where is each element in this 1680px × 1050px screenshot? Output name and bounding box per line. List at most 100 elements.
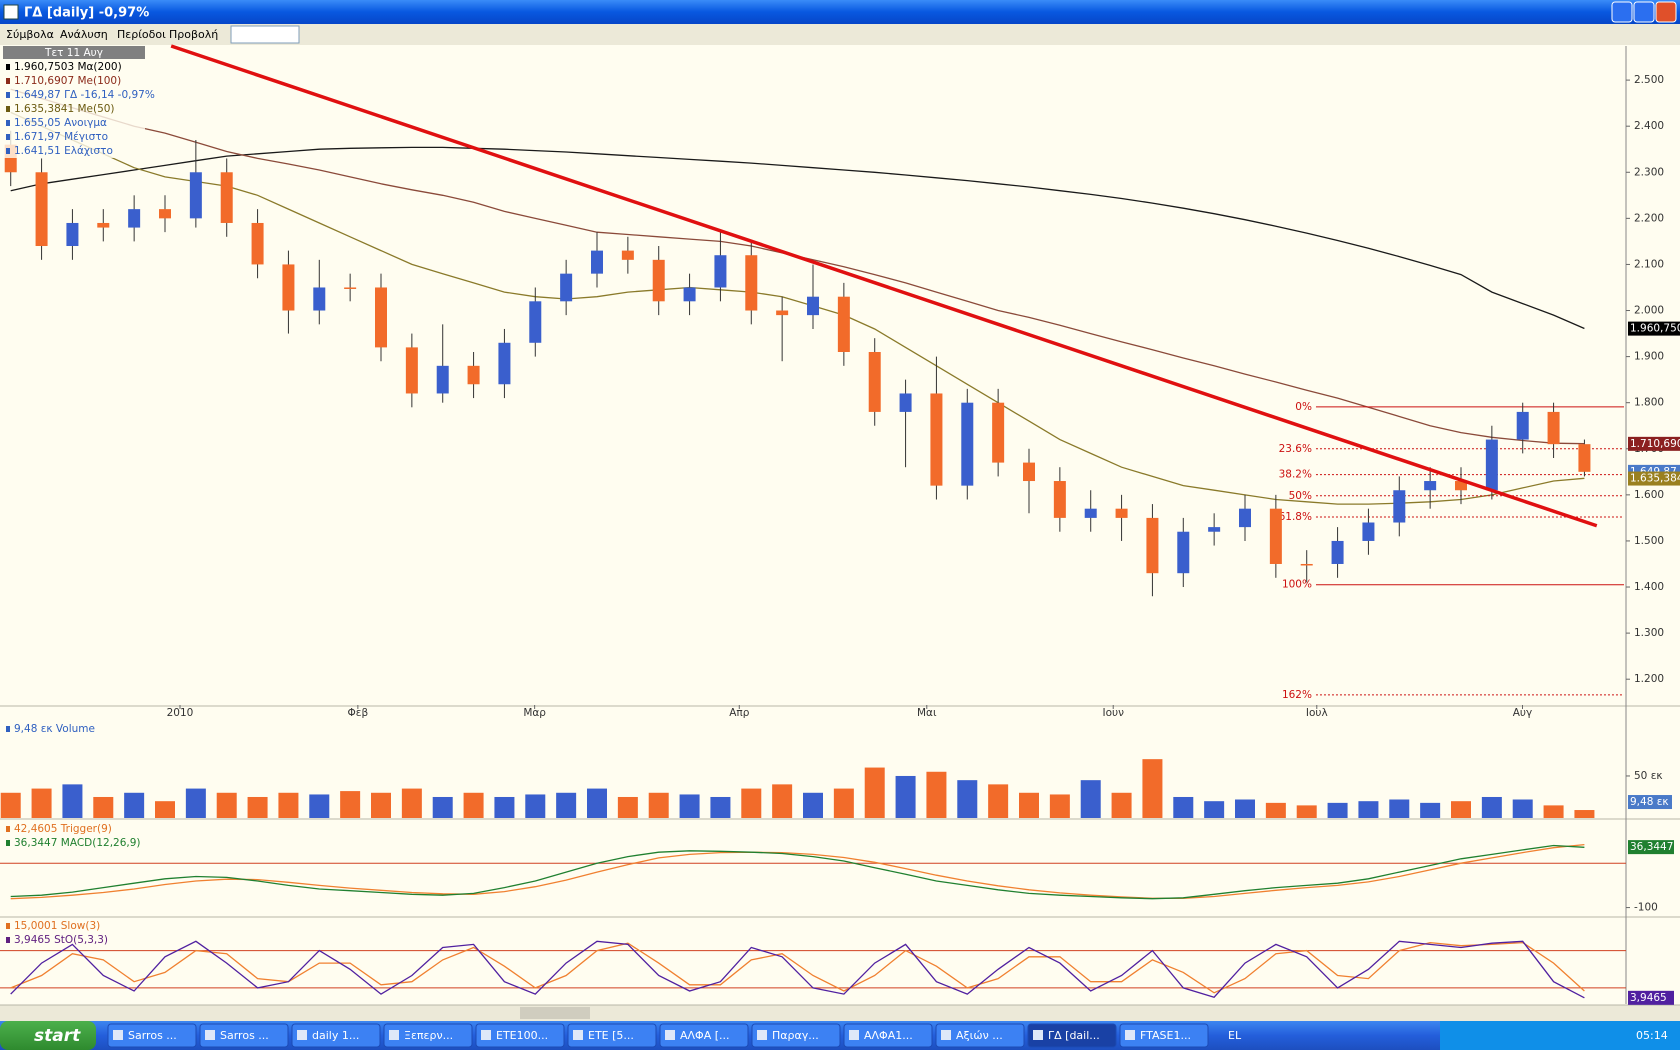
- task-icon[interactable]: [481, 1030, 491, 1040]
- candle-body: [436, 365, 449, 394]
- x-tick-label: Ιουν: [1102, 707, 1124, 719]
- task-button[interactable]: [383, 1023, 473, 1048]
- menu-item[interactable]: Περίοδοι: [117, 28, 166, 41]
- task-label[interactable]: ETE100...: [496, 1029, 548, 1042]
- task-button[interactable]: [291, 1023, 381, 1048]
- legend-swatch: [6, 937, 10, 943]
- task-button[interactable]: [1119, 1023, 1209, 1048]
- y-tick-label: 1.600: [1634, 489, 1664, 501]
- candle-body: [1269, 508, 1282, 564]
- moving-average: [10, 111, 1585, 505]
- scrollbar[interactable]: [0, 1005, 1680, 1021]
- volume-bar: [895, 775, 916, 818]
- task-label[interactable]: Sarros ...: [220, 1029, 269, 1042]
- fib-label: 0%: [1295, 401, 1312, 413]
- volume-bar: [1080, 780, 1101, 818]
- y-tick-label: 50 εκ: [1634, 770, 1663, 782]
- task-label[interactable]: Αξιών ...: [956, 1029, 1003, 1042]
- menu-item[interactable]: Σύμβολα: [6, 28, 54, 41]
- task-icon[interactable]: [205, 1030, 215, 1040]
- y-tick-label: 1.800: [1634, 397, 1664, 409]
- task-icon[interactable]: [849, 1030, 859, 1040]
- candle-body: [961, 402, 974, 486]
- task-button[interactable]: [107, 1023, 197, 1048]
- task-button[interactable]: [659, 1023, 749, 1048]
- task-icon[interactable]: [573, 1030, 583, 1040]
- trendline: [170, 44, 1598, 528]
- candle-body: [776, 310, 789, 316]
- task-label[interactable]: ΓΔ [dail...: [1048, 1029, 1100, 1042]
- fib-label: 100%: [1282, 579, 1312, 591]
- volume-bar: [93, 796, 114, 818]
- x-tick-label: Φεβ: [348, 707, 369, 719]
- minimize-button[interactable]: [1611, 1, 1633, 23]
- y-tick-label: 2.300: [1634, 166, 1664, 178]
- legend-entry: 9,48 εκ Volume: [14, 723, 95, 735]
- candle-body: [560, 273, 573, 302]
- title-bar: [0, 0, 1680, 24]
- start-button[interactable]: [0, 1021, 96, 1050]
- x-tick-label: Ιουλ: [1306, 707, 1328, 719]
- task-label[interactable]: ΑΛΦΑ [...: [680, 1029, 730, 1042]
- value-tag: [1628, 795, 1672, 810]
- candle-body: [498, 342, 511, 385]
- y-tick-label: 1.500: [1634, 535, 1664, 547]
- fib-label: 162%: [1282, 689, 1312, 701]
- task-label[interactable]: ETE [5...: [588, 1029, 634, 1042]
- candle-body: [66, 222, 79, 247]
- fib-label: 23.6%: [1279, 443, 1312, 455]
- volume-bar: [1265, 802, 1286, 818]
- task-label[interactable]: ΑΛΦΑ1...: [864, 1029, 913, 1042]
- task-icon[interactable]: [389, 1030, 399, 1040]
- task-button[interactable]: [475, 1023, 565, 1048]
- candle-body: [1547, 411, 1560, 445]
- legend-entry: 3,9465 StO(5,3,3): [14, 934, 108, 946]
- symbol-input[interactable]: [230, 25, 300, 44]
- task-button[interactable]: [751, 1023, 841, 1048]
- volume-bar: [772, 784, 793, 818]
- task-button[interactable]: [935, 1023, 1025, 1048]
- task-icon[interactable]: [1125, 1030, 1135, 1040]
- volume-bar: [1327, 802, 1348, 818]
- value-tag-label: 3,9465: [1630, 992, 1667, 1004]
- menu-item[interactable]: Προβολή: [169, 28, 218, 41]
- menu-item[interactable]: Ανάλυση: [60, 28, 108, 41]
- task-icon[interactable]: [941, 1030, 951, 1040]
- task-button[interactable]: [199, 1023, 289, 1048]
- task-label[interactable]: daily 1...: [312, 1029, 359, 1042]
- legend-swatch: [6, 726, 10, 732]
- value-tag: [1628, 436, 1680, 451]
- volume-bar: [155, 801, 175, 818]
- volume-bar: [1296, 805, 1317, 818]
- maximize-button[interactable]: [1633, 1, 1655, 23]
- start-label[interactable]: start: [34, 1026, 81, 1046]
- legend-swatch: [6, 923, 10, 929]
- task-button[interactable]: [843, 1023, 933, 1048]
- task-label[interactable]: Ξεπερν...: [404, 1029, 453, 1042]
- candle-body: [591, 250, 603, 274]
- volume-bar: [988, 784, 1009, 818]
- task-icon[interactable]: [297, 1030, 307, 1040]
- task-icon[interactable]: [757, 1030, 767, 1040]
- task-label[interactable]: FTASE1...: [1140, 1029, 1191, 1042]
- task-button[interactable]: [1027, 1023, 1117, 1048]
- language-indicator[interactable]: EL: [1228, 1029, 1242, 1042]
- volume-bar: [1173, 796, 1194, 818]
- value-tag-label: 1.960,750: [1630, 323, 1680, 335]
- task-label[interactable]: Sarros ...: [128, 1029, 177, 1042]
- task-label[interactable]: Παραγ...: [772, 1029, 819, 1042]
- scroll-thumb[interactable]: [520, 1007, 590, 1019]
- legend-entry: 36,3447 MACD(12,26,9): [14, 837, 141, 849]
- candle-body: [930, 393, 943, 486]
- legend-entry: 1.671,97 Μέγιστο: [14, 131, 108, 143]
- app-icon: [3, 4, 19, 20]
- task-icon[interactable]: [113, 1030, 123, 1040]
- legend-entry: 1.635,3841 Me(50): [14, 103, 115, 115]
- close-button[interactable]: [1655, 1, 1677, 23]
- task-icon[interactable]: [665, 1030, 675, 1040]
- y-tick-label: 2.000: [1634, 305, 1664, 317]
- candle-body: [1053, 481, 1066, 518]
- candle-body: [313, 287, 326, 311]
- task-button[interactable]: [567, 1023, 657, 1048]
- task-icon[interactable]: [1033, 1030, 1043, 1040]
